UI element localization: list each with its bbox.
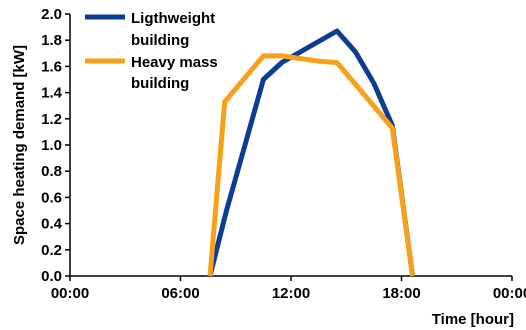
- legend-label-2: Heavy mass: [131, 54, 218, 71]
- y-tick-label: 0.4: [41, 216, 63, 233]
- legend-label-1: Ligthweight: [131, 10, 215, 27]
- y-tick-label: 0.2: [41, 242, 62, 259]
- y-tick-label: 1.4: [41, 85, 63, 102]
- axes: 0.0 0.2 0.4 0.6 0.8 1.0 1.2 1.4 1.6 1.8 2.0 00:00 06…: [41, 6, 526, 302]
- x-tick-label: 00:00: [493, 285, 526, 302]
- series-line-1: [207, 28, 416, 277]
- y-axis-title: Space heating demand [kW]: [11, 45, 28, 245]
- y-tick-label: 1.0: [41, 137, 62, 154]
- legend: Ligthweight building Heavy mass building: [85, 10, 218, 92]
- x-tick-label: 00:00: [51, 285, 89, 302]
- y-tick-label: 0.8: [41, 163, 62, 180]
- x-tick-label: 06:00: [161, 285, 199, 302]
- y-tick-label: 1.8: [41, 32, 62, 49]
- legend-label-1: building: [131, 32, 189, 49]
- y-tick-label: 0.0: [41, 268, 62, 285]
- plot-area: [207, 28, 416, 277]
- y-tick-label: 0.6: [41, 189, 62, 206]
- x-tick-label: 18:00: [382, 285, 420, 302]
- y-tick-label: 2.0: [41, 6, 62, 23]
- x-tick-label: 12:00: [272, 285, 310, 302]
- series-line-2: [207, 53, 416, 277]
- y-tick-label: 1.6: [41, 58, 62, 75]
- y-tick-label: 1.2: [41, 111, 62, 128]
- x-axis-title: Time [hour]: [432, 311, 514, 328]
- legend-label-2: building: [131, 75, 189, 92]
